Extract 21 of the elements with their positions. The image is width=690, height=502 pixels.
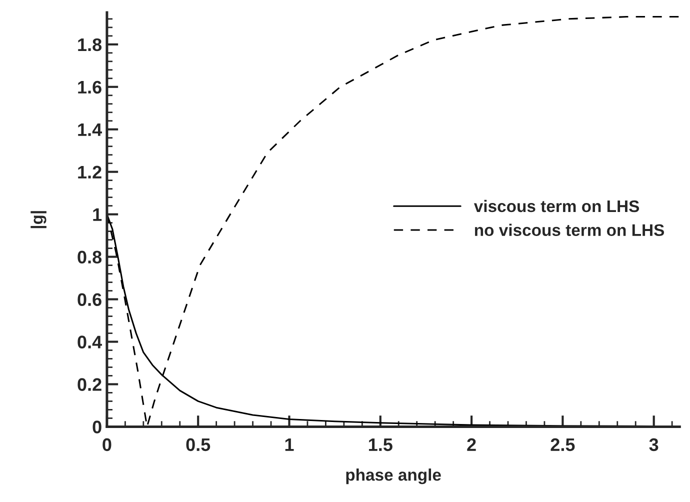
- y-tick-label: 1: [93, 208, 102, 221]
- y-tick-label: 0.8: [78, 250, 102, 264]
- x-tick-label: 1: [285, 438, 294, 451]
- y-tick-label: 1.6: [78, 80, 102, 94]
- x-tick-label: 2.5: [550, 438, 575, 452]
- legend-label: no viscous term on LHS: [474, 224, 664, 236]
- y-axis-title: |g|: [30, 211, 46, 228]
- y-tick-label: 1.2: [78, 166, 102, 178]
- x-axis-title: phase angle: [346, 468, 441, 484]
- y-tick-label: 1.8: [78, 38, 102, 52]
- y-tick-label: 0.2: [78, 378, 102, 391]
- x-tick-label: 3: [649, 438, 658, 452]
- x-tick-label: 2: [467, 438, 476, 451]
- y-tick-label: 0.4: [78, 336, 102, 348]
- x-tick-label: 0.5: [186, 438, 210, 452]
- y-tick-label: 1.4: [78, 123, 102, 136]
- legend-label: viscous term on LHS: [474, 200, 640, 212]
- x-tick-label: 0: [102, 438, 112, 452]
- y-tick-label: 0.6: [78, 293, 102, 306]
- y-tick-label: 0: [92, 420, 102, 434]
- x-tick-label: 1.5: [368, 438, 392, 452]
